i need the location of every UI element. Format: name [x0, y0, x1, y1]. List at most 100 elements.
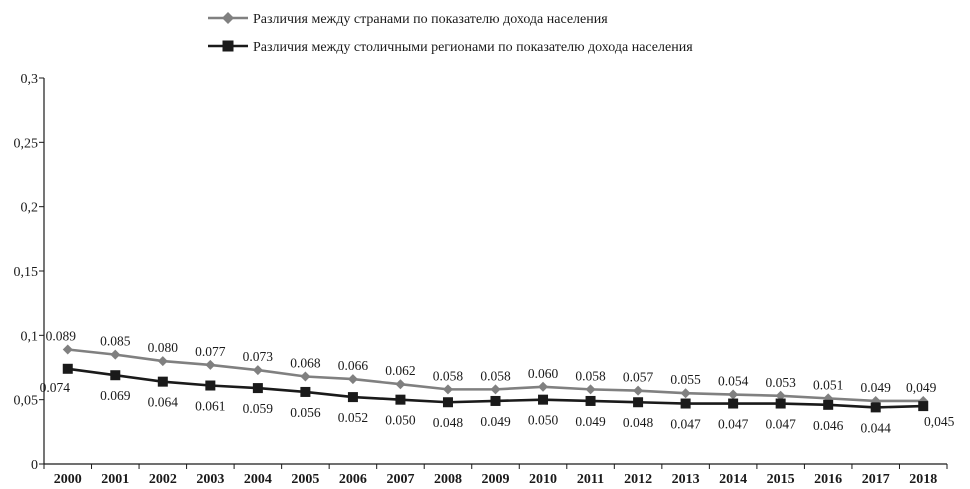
data-point-square	[918, 401, 929, 412]
x-tick-label: 2012	[624, 472, 652, 487]
data-label: 0.059	[243, 401, 274, 416]
data-label: 0.060	[528, 366, 559, 381]
series-group	[62, 344, 929, 413]
y-tick-label: 0,3	[21, 72, 39, 87]
data-point-diamond	[775, 390, 786, 401]
data-point-diamond	[538, 381, 549, 392]
data-label: 0.069	[100, 388, 131, 403]
y-tick-label: 0,15	[14, 265, 39, 280]
data-label: 0.074	[40, 380, 71, 395]
y-tick-label: 0	[31, 458, 38, 473]
x-tick-label: 2011	[577, 472, 604, 487]
data-label: 0.062	[385, 363, 415, 378]
data-label: 0.050	[528, 413, 559, 428]
data-label: 0.061	[195, 399, 225, 414]
data-point-diamond	[157, 356, 168, 367]
data-label: 0.051	[813, 377, 843, 392]
y-tick-label: 0,05	[14, 394, 39, 409]
data-label: 0.047	[718, 417, 749, 432]
x-tick-label: 2005	[291, 472, 319, 487]
data-label: 0.049	[480, 414, 511, 429]
data-label: 0.073	[243, 349, 274, 364]
data-label: 0.058	[575, 368, 606, 383]
data-point-diamond	[442, 384, 453, 395]
data-point-square	[823, 399, 834, 410]
data-point-square	[538, 394, 549, 405]
y-tick-label: 0,25	[14, 136, 39, 151]
data-point-square	[300, 386, 311, 397]
data-label: 0.049	[861, 380, 892, 395]
data-label: 0.049	[575, 414, 606, 429]
data-point-diamond	[680, 388, 691, 399]
x-tick-label: 2009	[482, 472, 510, 487]
data-label: 0.055	[670, 372, 701, 387]
x-tick-label: 2004	[244, 472, 272, 487]
x-tick-label: 2017	[862, 472, 890, 487]
data-labels: 0.089 0.085 0.080 0.077 0.073 0.068 0.066 0.062…	[40, 328, 955, 435]
data-label: 0.085	[100, 334, 131, 349]
x-tick-label: 2010	[529, 472, 557, 487]
x-tick-label: 2016	[814, 472, 842, 487]
data-label: 0.046	[813, 418, 844, 433]
data-point-square	[728, 398, 739, 409]
data-point-diamond	[585, 384, 596, 395]
data-point-diamond	[395, 379, 406, 390]
data-label: 0.077	[195, 344, 226, 359]
x-tick-label: 2007	[386, 472, 414, 487]
data-label: 0.050	[385, 413, 416, 428]
y-tick-label: 0,1	[21, 329, 39, 344]
data-point-diamond	[252, 365, 263, 376]
data-label: 0.066	[338, 358, 369, 373]
x-tick-label: 2000	[54, 472, 82, 487]
data-point-diamond	[205, 359, 216, 370]
x-tick-label: 2002	[149, 472, 177, 487]
data-label: 0.048	[623, 415, 654, 430]
x-tick-label: 2015	[767, 472, 795, 487]
legend-entry-series-1: Различия между странами по показателю до…	[208, 12, 608, 27]
data-point-square	[347, 392, 358, 403]
x-tick-label: 2014	[719, 472, 747, 487]
data-point-diamond	[728, 389, 739, 400]
data-point-square	[205, 380, 216, 391]
data-label: 0.052	[338, 410, 368, 425]
x-tick-label: 2013	[672, 472, 700, 487]
x-tick-label: 2008	[434, 472, 462, 487]
data-label: 0.058	[433, 368, 464, 383]
data-point-square	[585, 395, 596, 406]
data-label: 0.048	[433, 415, 464, 430]
data-label: 0.047	[670, 417, 701, 432]
data-label: 0.057	[623, 370, 654, 385]
data-point-diamond	[62, 344, 73, 355]
data-label: 0.054	[718, 374, 749, 389]
legend-label-series-2: Различия между столичными регионами по п…	[253, 40, 693, 55]
x-tick-label: 2006	[339, 472, 367, 487]
axes: 0 0,05 0,1 0,15 0,2 0,25 0,3 2000 2001 2002 2003 20…	[14, 72, 948, 487]
data-point-square	[490, 395, 501, 406]
x-tick-label: 2003	[196, 472, 224, 487]
data-label: 0.089	[46, 328, 77, 343]
legend-diamond-marker	[222, 12, 234, 24]
data-label: 0.044	[861, 420, 892, 435]
data-point-diamond	[347, 374, 358, 385]
data-point-square	[680, 398, 691, 409]
data-point-square	[110, 370, 121, 381]
data-point-diamond	[110, 349, 121, 360]
legend: Различия между странами по показателю до…	[208, 12, 693, 55]
data-label: 0.056	[290, 405, 321, 420]
data-point-square	[62, 363, 73, 374]
data-label: 0,049	[906, 380, 937, 395]
data-label: 0,045	[924, 414, 955, 429]
data-label: 0.080	[148, 340, 179, 355]
legend-entry-series-2: Различия между столичными регионами по п…	[208, 40, 693, 55]
data-point-square	[870, 402, 881, 413]
data-point-square	[633, 397, 644, 408]
data-point-diamond	[633, 385, 644, 396]
data-point-square	[157, 376, 168, 387]
data-point-square	[442, 397, 453, 408]
data-label: 0.053	[765, 375, 796, 390]
data-label: 0.047	[765, 417, 796, 432]
data-point-square	[775, 398, 786, 409]
data-label: 0.058	[480, 368, 511, 383]
data-point-diamond	[300, 371, 311, 382]
